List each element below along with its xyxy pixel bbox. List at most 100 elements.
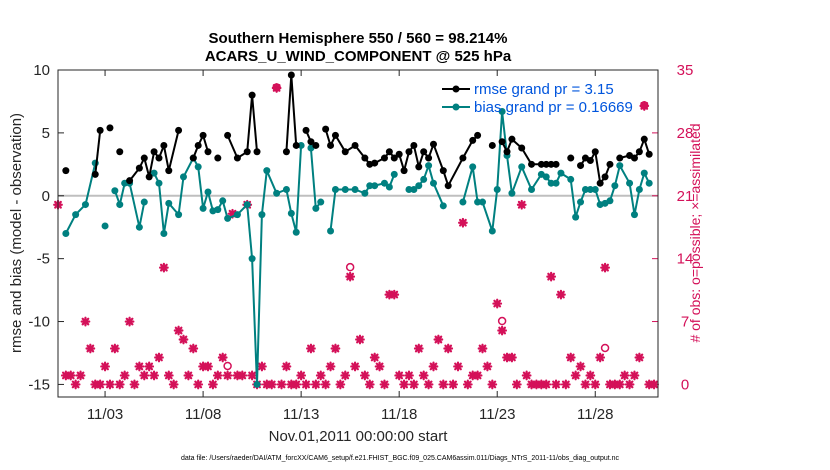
bias-point <box>233 211 241 219</box>
legend-rmse-marker <box>452 85 460 93</box>
obs-assimilated-point <box>188 343 199 354</box>
bias-point <box>557 169 565 177</box>
bias-point <box>508 189 516 197</box>
obs-star <box>60 370 71 381</box>
bias-point <box>552 179 560 187</box>
obs-assimilated-point <box>217 352 228 363</box>
obs-assimilated-point <box>413 343 424 354</box>
obs-assimilated-point <box>80 316 91 327</box>
obs-star <box>536 379 547 390</box>
y-tick-label: -15 <box>28 376 50 393</box>
obs-assimilated-point <box>208 379 218 390</box>
obs-assimilated-point <box>482 361 493 372</box>
rmse-point <box>459 154 467 162</box>
obs-star <box>502 352 512 363</box>
obs-assimilated-point <box>198 361 208 372</box>
obs-assimilated-point <box>556 289 566 300</box>
bias-point <box>219 197 227 205</box>
bias-point <box>630 211 638 219</box>
obs-assimilated-point <box>158 262 169 273</box>
plot-area <box>58 70 658 397</box>
rmse-point <box>601 173 609 181</box>
rmse-point <box>140 154 148 162</box>
obs-assimilated-point <box>462 379 473 390</box>
series-layer <box>53 71 659 390</box>
obs-star <box>531 379 542 390</box>
obs-assimilated-point <box>541 379 552 390</box>
obs-assimilated-point <box>355 334 365 345</box>
obs-star <box>183 370 194 381</box>
plot-frame <box>57 69 659 398</box>
rmse-point <box>327 141 335 149</box>
obs-assimilated-point <box>560 379 571 390</box>
obs-star <box>129 379 140 390</box>
bias-point <box>518 163 526 171</box>
legend-rmse-label: rmse grand pr = 3.15 <box>474 81 614 98</box>
obs-assimilated-point <box>575 361 586 372</box>
obs-assimilated-point <box>291 379 302 390</box>
obs-star <box>497 325 508 336</box>
rmse-point <box>474 131 482 139</box>
obs-star <box>600 262 610 273</box>
rmse-point <box>150 148 158 156</box>
obs-star <box>443 343 454 354</box>
obs-star <box>511 379 522 390</box>
bias-point <box>385 183 393 191</box>
obs-star <box>124 316 135 327</box>
obs-star <box>482 361 493 372</box>
obs-star <box>85 343 96 354</box>
rmse-point <box>62 167 70 175</box>
legend-bias-marker <box>452 103 460 111</box>
rmse-point <box>586 157 594 165</box>
y2-tick-label: 35 <box>677 62 694 79</box>
obs-star <box>438 379 449 390</box>
bias-point <box>591 185 599 193</box>
obs-assimilated-point <box>335 379 346 390</box>
rmse-point <box>429 140 437 148</box>
obs-star <box>379 379 390 390</box>
obs-star <box>217 352 228 363</box>
obs-star <box>590 379 601 390</box>
obs-assimilated-point <box>384 289 395 300</box>
bias-point <box>380 179 388 187</box>
obs-assimilated-point <box>296 370 307 381</box>
obs-assimilated-point <box>614 379 625 390</box>
obs-assimilated-point <box>237 370 248 381</box>
obs-star <box>227 208 238 219</box>
obs-star <box>340 370 351 381</box>
bias-point <box>258 211 266 219</box>
obs-star <box>271 83 282 93</box>
bias-point <box>405 185 413 193</box>
obs-assimilated-point <box>193 379 204 390</box>
rmse-point <box>420 148 428 156</box>
obs-assimilated-point <box>266 379 277 390</box>
rmse-point <box>243 148 251 156</box>
obs-assimilated-point <box>487 379 498 390</box>
x-tick-label: 11/08 <box>185 406 221 423</box>
obs-assimilated-point <box>389 289 400 300</box>
obs-star <box>168 379 179 390</box>
y-axis-label: rmse and bias (model - observation) <box>8 113 25 353</box>
rmse-point <box>567 154 575 162</box>
obs-assimilated-point <box>477 343 488 354</box>
obs-star <box>369 352 380 363</box>
bias-point <box>287 209 295 217</box>
obs-assimilated-point <box>359 370 370 381</box>
obs-star <box>75 370 86 381</box>
obs-star <box>629 370 640 381</box>
bias-point <box>390 170 398 178</box>
bias-point <box>282 185 290 193</box>
bias-point <box>317 198 325 206</box>
obs-assimilated-point <box>105 379 115 390</box>
obs-assimilated-point <box>428 361 439 372</box>
rmse-point <box>469 136 477 144</box>
rmse-point <box>395 150 403 158</box>
obs-assimilated-point <box>65 370 76 381</box>
obs-star <box>364 379 375 390</box>
obs-assimilated-point <box>649 379 659 390</box>
rmse-point <box>341 148 349 156</box>
obs-assimilated-point <box>379 379 390 390</box>
obs-star <box>408 379 419 390</box>
bias-point <box>297 141 305 149</box>
obs-assimilated-point <box>526 379 537 390</box>
